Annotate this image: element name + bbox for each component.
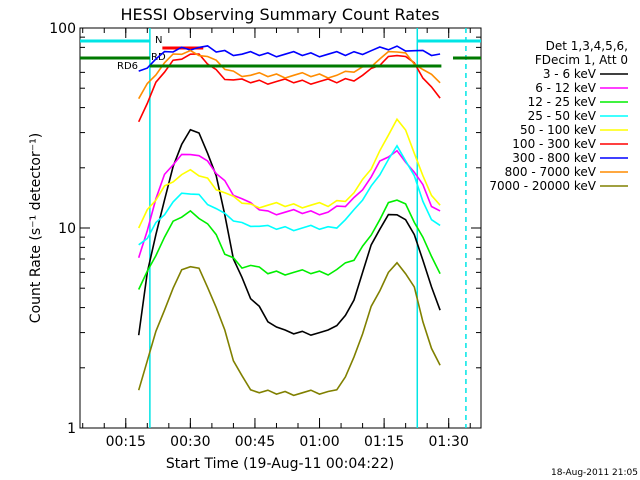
legend-header-line-2: FDecim 1, Att 0	[535, 53, 628, 67]
legend-entry-label: 300 - 800 keV	[512, 151, 596, 165]
legend-entry-label: 6 - 12 keV	[535, 81, 597, 95]
x-tick-label: 00:30	[170, 434, 210, 450]
legend-entry-label: 7000 - 20000 keV	[489, 179, 596, 193]
legend-entry-label: 100 - 300 keV	[512, 137, 596, 151]
legend-entry-label: 3 - 6 keV	[543, 67, 597, 81]
x-axis-label: Start Time (19-Aug-11 00:04:22)	[166, 456, 394, 472]
series-line-7	[138, 49, 441, 100]
y-tick-label: 100	[49, 21, 76, 37]
series-line-8	[137, 261, 441, 397]
series-line-3	[138, 144, 441, 246]
x-tick-label: 00:45	[235, 434, 275, 450]
legend-entry-label: 12 - 25 keV	[528, 95, 597, 109]
legend-entry-label: 800 - 7000 keV	[505, 165, 597, 179]
series-line-0	[137, 128, 441, 337]
legend-entry-label: 25 - 50 keV	[528, 109, 597, 123]
plot-area: 1 10 100 00:15 00:30 00:45 01:00 01:15 01:30 3 - …	[49, 21, 628, 450]
x-tick-label: 01:15	[364, 434, 404, 450]
series-line-2	[137, 199, 441, 290]
x-tick-label: 00:15	[106, 434, 146, 450]
x-tick-label: 01:30	[429, 434, 469, 450]
y-axis-label: Count Rate (s⁻¹ detector⁻¹)	[28, 133, 44, 323]
legend-entry-label: 50 - 100 keV	[520, 123, 597, 137]
x-tick-label: 01:00	[299, 434, 339, 450]
flag-label-rd6: RD6	[117, 61, 138, 72]
y-tick-label: 10	[58, 221, 76, 237]
chart-title: HESSI Observing Summary Count Rates	[120, 5, 439, 24]
legend-header-line-1: Det 1,3,4,5,6,	[546, 39, 628, 53]
series-line-5	[137, 53, 441, 123]
flag-label-n: N	[155, 35, 162, 46]
footer-timestamp: 18-Aug-2011 21:05	[551, 468, 638, 478]
series-line-4	[137, 117, 441, 229]
series-line-6	[138, 45, 441, 72]
series-line-1	[137, 149, 441, 258]
y-tick-label: 1	[67, 421, 76, 437]
